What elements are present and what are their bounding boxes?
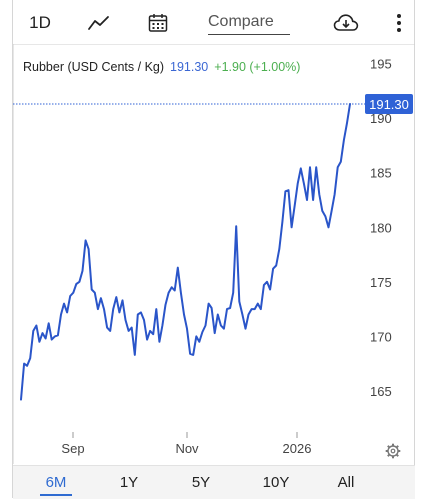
gear-icon-teeth — [385, 443, 401, 459]
y-tick-label: 170 — [370, 329, 392, 344]
x-tick-label: Sep — [61, 441, 84, 456]
calendar-icon — [148, 14, 168, 32]
chart-type-button[interactable] — [84, 10, 114, 36]
x-tick-label: Nov — [175, 441, 199, 456]
last-price-tag-label: 191.30 — [369, 97, 409, 112]
more-vertical-icon — [397, 14, 401, 32]
x-tick-label: 2026 — [283, 441, 312, 456]
instrument-name: Rubber (USD Cents / Kg) — [23, 60, 164, 74]
last-price: 191.30 — [170, 60, 208, 74]
y-tick-label: 165 — [370, 384, 392, 399]
chart-toolbar: 1D Compare — [0, 0, 432, 44]
range-selector: 6M 1Y 5Y 10Y All — [13, 465, 415, 499]
y-tick-label: 195 — [370, 57, 392, 72]
last-price-tag: 191.30 — [365, 94, 413, 114]
line-chart-icon — [88, 16, 109, 30]
chart-header: Rubber (USD Cents / Kg) 191.30 +1.90 (+1.0… — [23, 60, 300, 74]
download-button[interactable] — [331, 10, 361, 36]
chart-settings-button[interactable] — [385, 443, 401, 459]
range-1y-button[interactable]: 1Y — [119, 474, 139, 491]
price-series-line — [20, 103, 351, 401]
last-price-tag-background — [365, 94, 413, 114]
gear-icon — [387, 445, 399, 457]
range-all-button[interactable]: All — [337, 474, 355, 491]
cloud-download-icon — [333, 14, 359, 31]
y-tick-label: 185 — [370, 166, 392, 181]
y-tick-label: 180 — [370, 220, 392, 235]
price-chart-svg: Rubber (USD Cents / Kg) 191.30 +1.90 (+1.0… — [12, 43, 415, 464]
compare-input[interactable]: Compare — [208, 10, 290, 35]
range-10y-button[interactable]: 10Y — [262, 474, 290, 491]
date-range-button[interactable] — [145, 10, 171, 36]
y-tick-label: 175 — [370, 275, 392, 290]
range-5y-button[interactable]: 5Y — [191, 474, 211, 491]
range-6m-button[interactable]: 6M — [34, 466, 78, 499]
y-tick-label: 190 — [370, 111, 392, 126]
gear-icon-center — [390, 448, 396, 454]
price-change: +1.90 (+1.00%) — [214, 60, 300, 74]
more-options-button[interactable] — [389, 10, 409, 36]
interval-selector[interactable]: 1D — [29, 13, 51, 32]
price-chart[interactable]: Rubber (USD Cents / Kg) 191.30 +1.90 (+1.0… — [12, 43, 415, 464]
